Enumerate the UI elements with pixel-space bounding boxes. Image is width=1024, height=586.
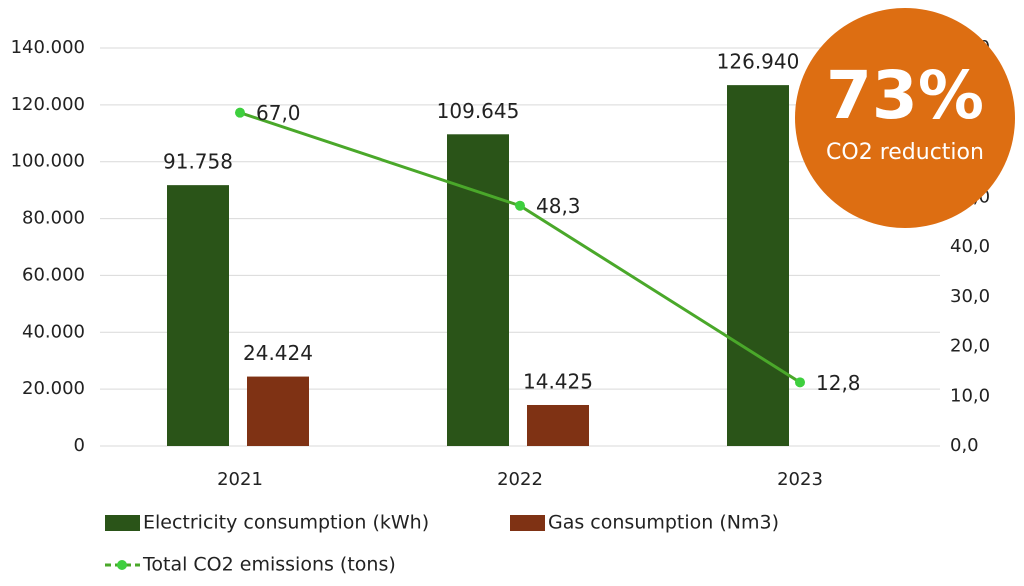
legend-swatch xyxy=(105,515,140,531)
bar xyxy=(247,376,309,446)
x-tick-label: 2023 xyxy=(777,469,823,490)
data-label: 24.424 xyxy=(243,341,313,365)
legend-label: Electricity consumption (kWh) xyxy=(143,512,429,534)
line-marker xyxy=(795,377,805,388)
y2-tick-label: 30,0 xyxy=(950,286,990,307)
y2-tick-label: 20,0 xyxy=(950,336,990,357)
line-marker xyxy=(515,200,525,211)
line-marker xyxy=(235,107,245,118)
x-tick-label: 2021 xyxy=(217,469,263,490)
data-label: 126.940 xyxy=(717,50,800,74)
y-tick-label: 100.000 xyxy=(11,151,85,172)
bar xyxy=(727,85,789,446)
bar xyxy=(167,185,229,446)
data-label: 91.758 xyxy=(163,150,233,174)
badge xyxy=(795,8,1015,228)
badge-label: CO2 reduction xyxy=(826,140,984,165)
bar xyxy=(447,134,509,446)
y-tick-label: 40.000 xyxy=(22,321,85,342)
legend-marker xyxy=(117,560,127,570)
badge-value: 73% xyxy=(826,57,984,134)
legend-swatch xyxy=(510,515,545,531)
y-tick-label: 0 xyxy=(74,435,85,456)
data-label: 14.425 xyxy=(523,369,593,393)
legend-label: Gas consumption (Nm3) xyxy=(548,512,779,534)
data-label: 109.645 xyxy=(437,99,520,123)
data-label: 67,0 xyxy=(256,101,301,125)
bar xyxy=(527,404,589,446)
y-tick-label: 80.000 xyxy=(22,208,85,229)
y2-tick-label: 40,0 xyxy=(950,236,990,257)
y-tick-label: 140.000 xyxy=(11,37,85,58)
y2-tick-label: 10,0 xyxy=(950,385,990,406)
legend-label: Total CO2 emissions (tons) xyxy=(142,554,396,576)
line xyxy=(239,111,801,384)
x-tick-label: 2022 xyxy=(497,469,543,490)
data-label: 12,8 xyxy=(816,371,861,395)
y-tick-label: 20.000 xyxy=(22,378,85,399)
y2-tick-label: 0,0 xyxy=(950,435,979,456)
data-label: 48,3 xyxy=(536,194,581,218)
y-tick-label: 60.000 xyxy=(22,264,85,285)
y-tick-label: 120.000 xyxy=(11,94,85,115)
